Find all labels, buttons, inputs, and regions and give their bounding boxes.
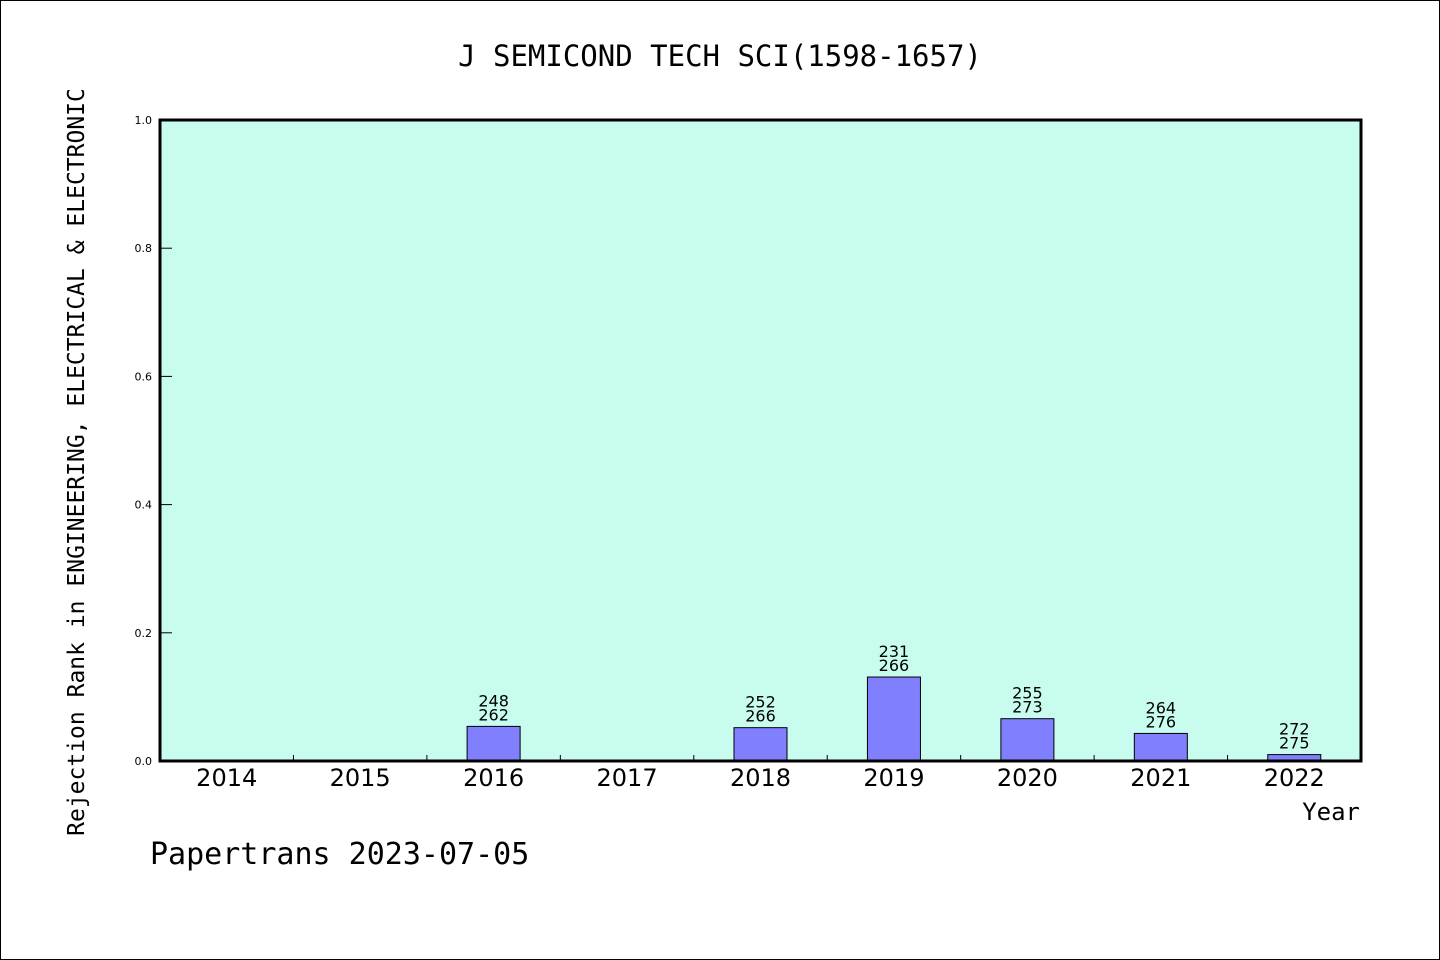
- bar-label: 248: [478, 691, 509, 710]
- x-tick-label: 2017: [597, 764, 658, 792]
- bar-label: 266: [745, 707, 776, 726]
- y-tick-label: 0.2: [135, 627, 153, 640]
- bar-label: 252: [745, 693, 776, 712]
- bar-label: 273: [1012, 698, 1043, 717]
- y-axis-label: Rejection Rank in ENGINEERING, ELECTRICA…: [64, 88, 90, 836]
- x-tick-label: 2020: [997, 764, 1058, 792]
- bar-label: 264: [1146, 698, 1177, 717]
- bar: [466, 725, 521, 762]
- bar: [733, 727, 788, 762]
- x-tick-label: 2015: [330, 764, 391, 792]
- x-tick-label: 2021: [1130, 764, 1191, 792]
- plot-border: [158, 118, 1363, 763]
- bar-label: 266: [879, 656, 910, 675]
- bar-label: 255: [1012, 684, 1043, 703]
- bar-label: 276: [1146, 712, 1177, 731]
- bar: [1133, 732, 1188, 762]
- y-tick-label: 0.8: [135, 242, 153, 255]
- bar-label: 262: [478, 705, 509, 724]
- x-tick-label: 2019: [863, 764, 924, 792]
- x-tick-label: 2018: [730, 764, 791, 792]
- x-axis-label: Year: [1302, 798, 1360, 826]
- y-tick-label: 1.0: [135, 114, 153, 127]
- bar: [1000, 718, 1055, 762]
- x-tick-label: 2016: [463, 764, 524, 792]
- y-tick-label: 0.0: [135, 755, 153, 768]
- ticks-layer: 0.0 0.2 0.4 0.6 0.8 1.0 2014 2015 2016 2017 2018 20…: [135, 114, 1325, 792]
- plot-area: [160, 120, 1361, 761]
- footer-credit: Papertrans 2023-07-05: [150, 837, 529, 872]
- bar: [866, 676, 921, 762]
- x-tick-label: 2022: [1264, 764, 1325, 792]
- bar-label: 231: [879, 642, 910, 661]
- x-tick-label: 2014: [196, 764, 257, 792]
- y-tick-label: 0.6: [135, 370, 153, 383]
- chart-title: J SEMICOND TECH SCI(1598-1657): [458, 39, 982, 73]
- bar-label: 272: [1279, 720, 1310, 739]
- bar-label: 275: [1279, 734, 1310, 753]
- y-tick-label: 0.4: [135, 499, 153, 512]
